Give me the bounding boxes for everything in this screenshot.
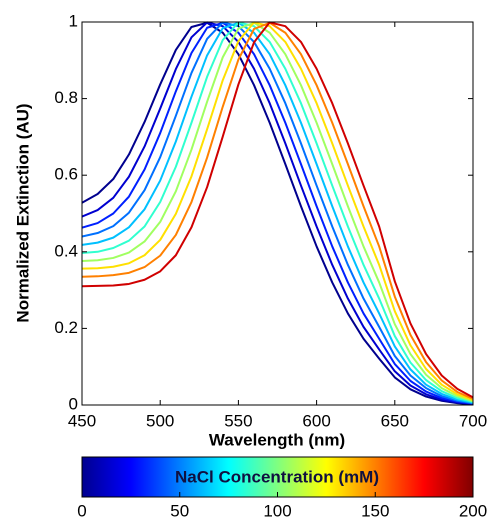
y-tick-label: 0.4 (54, 241, 78, 260)
x-tick-label: 500 (146, 411, 174, 430)
axes-box (81, 21, 474, 406)
x-tick-label: 600 (302, 411, 330, 430)
colorbar-label: NaCl Concentration (mM) (175, 467, 379, 486)
y-tick-label: 0.8 (54, 88, 78, 107)
y-tick-label: 0.2 (54, 318, 78, 337)
colorbar-tick-label: 50 (170, 501, 189, 520)
colorbar-tick-label: 100 (263, 501, 291, 520)
spectrum-line (82, 21, 473, 405)
x-axis-label: Wavelength (nm) (209, 430, 345, 449)
spectrum-line (82, 21, 473, 403)
spectrum-line (82, 21, 473, 403)
x-tick-label: 700 (459, 411, 487, 430)
y-tick-label: 0.6 (54, 165, 78, 184)
colorbar-tick-label: 0 (77, 501, 86, 520)
y-tick-label: 0 (69, 394, 78, 413)
spectrum-line (82, 21, 473, 405)
colorbar-tick-label: 150 (361, 501, 389, 520)
y-axis-label: Normalized Extinction (AU) (13, 103, 32, 322)
plot-area (82, 21, 473, 406)
spectrum-line (82, 21, 473, 401)
spectrum-line (82, 21, 473, 399)
colorbar (81, 456, 474, 498)
spectrum-line (82, 21, 473, 405)
y-tick-label: 1 (69, 11, 78, 30)
x-tick-label: 450 (68, 411, 96, 430)
colorbar-tick-label: 200 (459, 501, 487, 520)
x-tick-label: 550 (224, 411, 252, 430)
spectrum-line (82, 21, 473, 400)
x-tick-label: 650 (381, 411, 409, 430)
spectrum-line (82, 21, 473, 404)
spectrum-line (82, 21, 473, 406)
